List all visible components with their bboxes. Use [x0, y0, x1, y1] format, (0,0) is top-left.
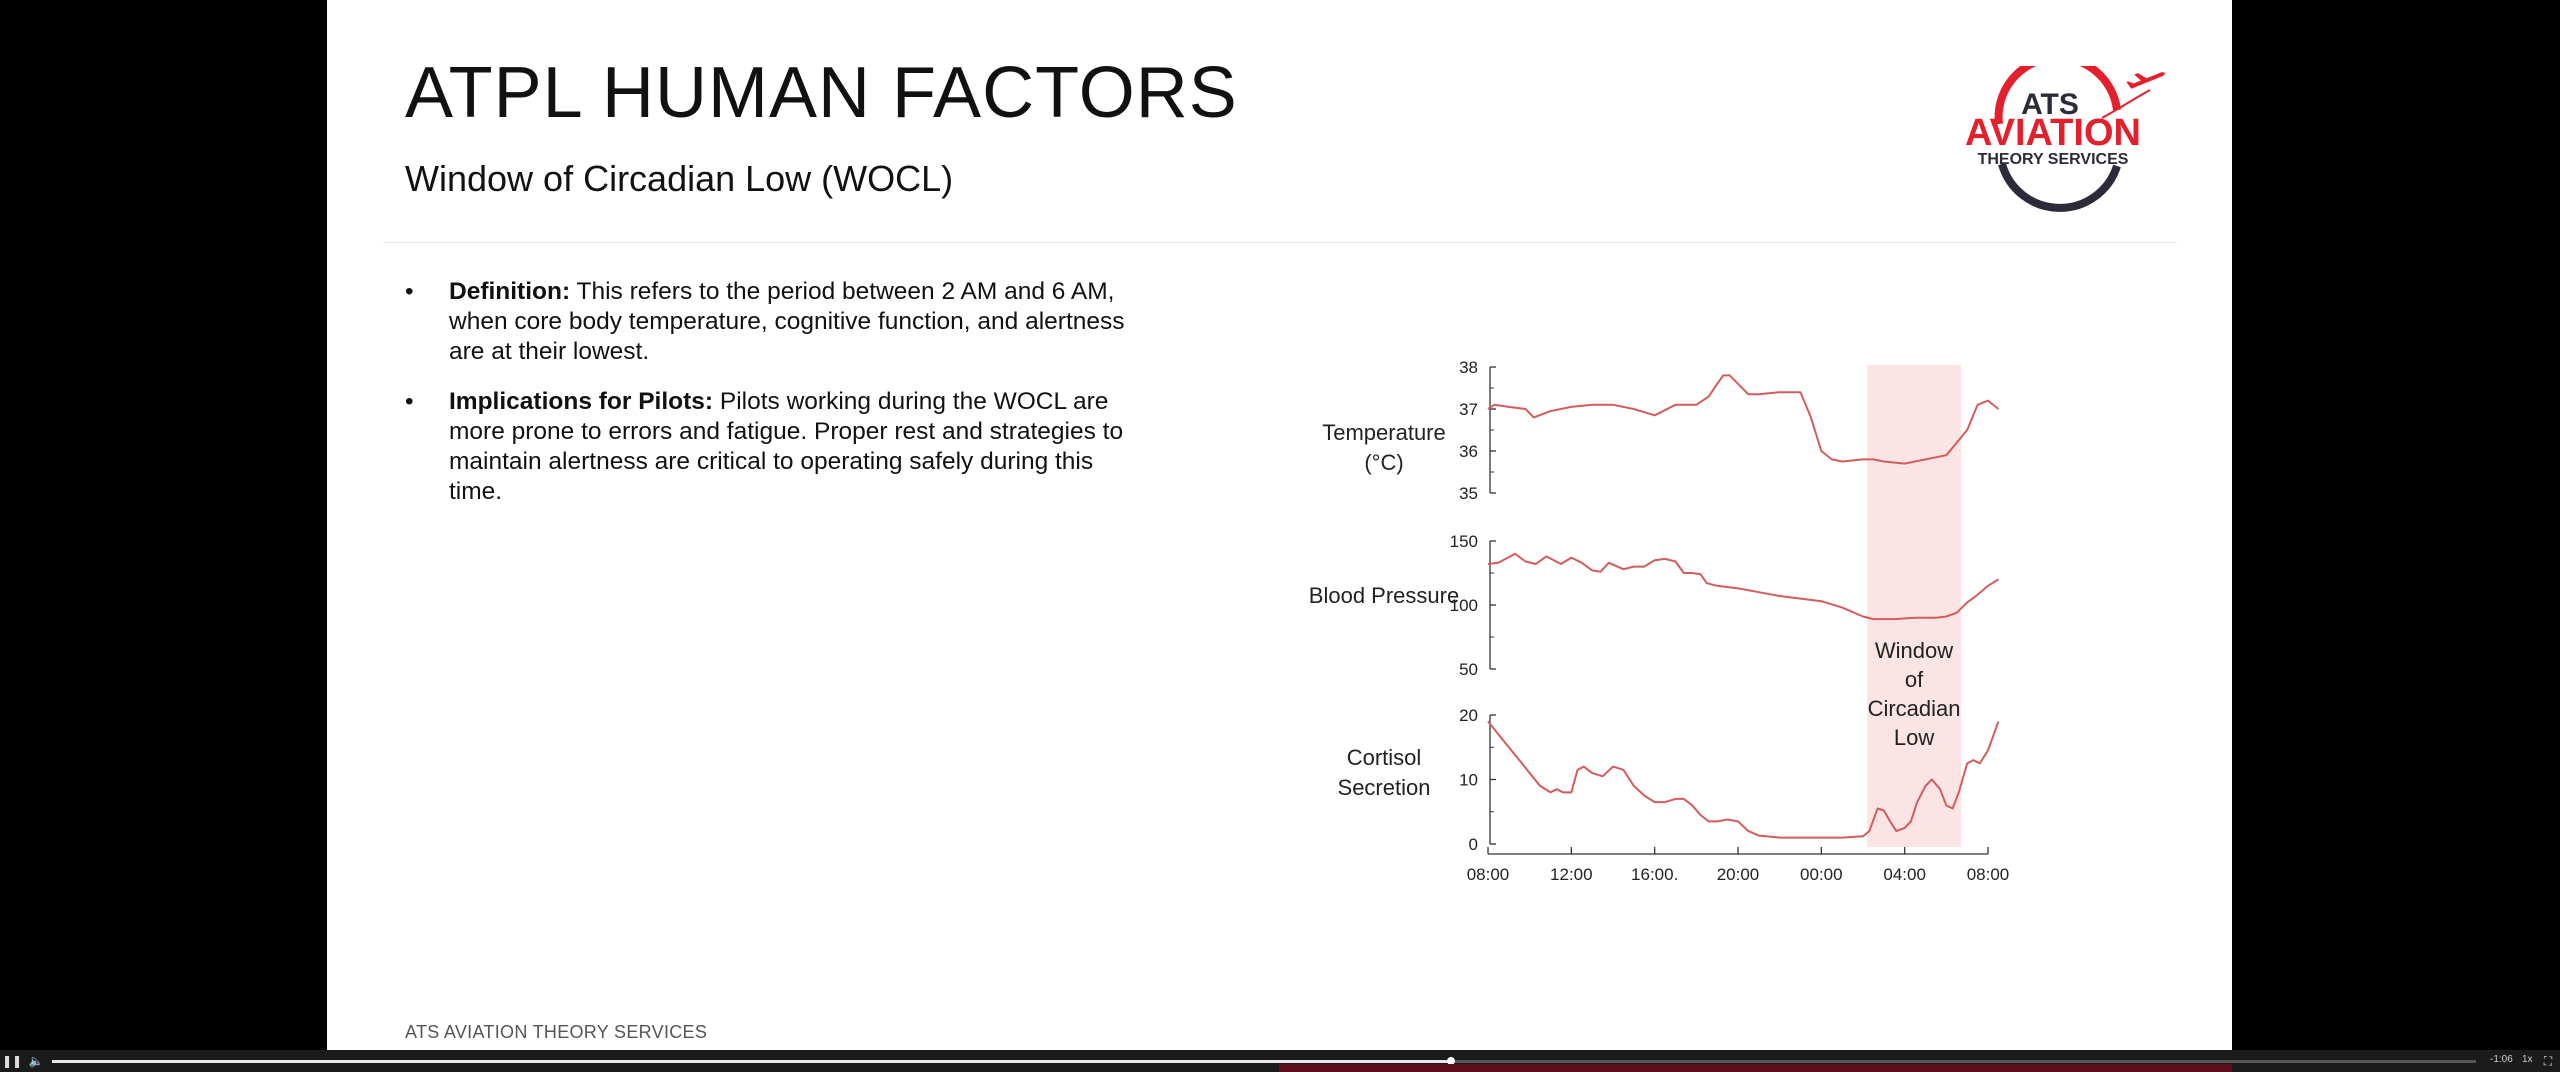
bullet-text: Pilots working during the WOCL are more …	[449, 388, 1124, 505]
ats-logo: ATS AVIATION THEORY SERVICES	[1965, 66, 2166, 212]
slide-subtitle: Window of Circadian Low (WOCL)	[405, 158, 954, 199]
volume-icon[interactable]: 🔈	[28, 1054, 44, 1068]
wocl-label: Circadian	[1868, 696, 1961, 721]
y-tick-label: 0	[1469, 835, 1478, 854]
x-tick-label: 08:00	[1967, 865, 2010, 884]
x-tick-label: 08:00	[1467, 865, 1510, 884]
slide: ATPL HUMAN FACTORS Window of Circadian L…	[327, 0, 2232, 1050]
y-tick-label: 36	[1459, 442, 1478, 461]
panel-label: Cortisol	[1347, 745, 1422, 770]
bullet-marker: •	[405, 278, 414, 305]
x-tick-label: 04:00	[1883, 865, 1926, 884]
slide-title: ATPL HUMAN FACTORS	[405, 53, 1238, 133]
x-tick-label: 12:00	[1550, 865, 1593, 884]
y-tick-label: 100	[1450, 596, 1478, 615]
y-tick-label: 38	[1459, 358, 1478, 377]
slide-footer: ATS AVIATION THEORY SERVICES	[405, 1022, 708, 1042]
progress-band	[1279, 1064, 2232, 1072]
wocl-label: of	[1905, 667, 1924, 692]
panel-label: Secretion	[1338, 775, 1431, 800]
logo-top-arc	[1994, 66, 2121, 125]
panel-label: (°C)	[1364, 450, 1403, 475]
pause-icon[interactable]: ❚❚	[2, 1054, 23, 1068]
y-tick-label: 35	[1459, 484, 1478, 503]
logo-aviation-text: AVIATION	[1965, 112, 2141, 154]
y-tick-label: 50	[1459, 660, 1478, 679]
circadian-chart: Window of Circadian Low 38 37 36 35 Temperature (…	[1309, 358, 2010, 884]
panel-label: Blood Pressure	[1309, 583, 1459, 608]
logo-swoosh	[2101, 89, 2151, 119]
series-line	[1487, 552, 1999, 621]
seek-bar-progress	[52, 1060, 1451, 1063]
bullet-heading: Implications for Pilots:	[449, 388, 714, 415]
fullscreen-icon[interactable]: ⛶	[2543, 1054, 2553, 1068]
x-tick-label: 00:00	[1800, 865, 1843, 884]
bullet-implications: • Implications for Pilots: Pilots workin…	[405, 387, 1125, 507]
seek-bar[interactable]	[52, 1057, 2476, 1065]
y-tick-label: 37	[1459, 400, 1478, 419]
series-line	[1487, 720, 2000, 839]
y-tick-label: 20	[1459, 706, 1478, 725]
bullet-heading: Definition:	[449, 278, 571, 305]
y-tick-label: 10	[1459, 771, 1478, 790]
seek-bar-handle[interactable]	[1446, 1057, 1455, 1065]
title-divider	[383, 242, 2177, 243]
wocl-label: Window	[1875, 638, 1953, 663]
panel-label: Temperature	[1322, 420, 1446, 445]
logo-bottom-arc	[1998, 162, 2121, 212]
logo-ats-text: ATS	[2021, 88, 2079, 121]
logo-theory-services-text: THEORY SERVICES	[1978, 151, 2129, 168]
wocl-label: Low	[1894, 725, 1934, 750]
bullet-definition: • Definition: This refers to the period …	[405, 277, 1125, 367]
airplane-icon	[2126, 72, 2166, 89]
x-tick-label: 16:00.	[1631, 865, 1678, 884]
bullet-list: • Definition: This refers to the period …	[405, 277, 1125, 527]
bullet-text: This refers to the period between 2 AM a…	[449, 278, 1125, 365]
wocl-highlight-band	[1867, 365, 1961, 847]
series-line	[1487, 374, 2000, 465]
bullet-marker: •	[405, 388, 414, 415]
playback-speed-button[interactable]: 1x	[2522, 1054, 2533, 1065]
time-remaining: -1:06	[2490, 1054, 2513, 1065]
y-tick-label: 150	[1450, 532, 1478, 551]
x-tick-label: 20:00	[1717, 865, 1760, 884]
